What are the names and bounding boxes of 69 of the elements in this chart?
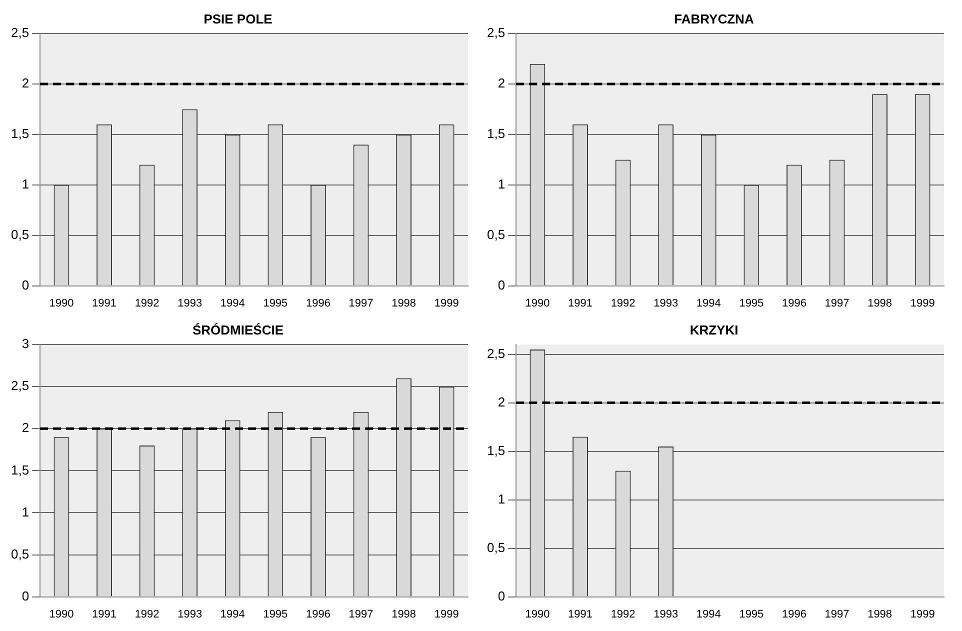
x-tick-label: 1999: [434, 297, 459, 310]
x-tick-label: 1996: [782, 297, 806, 310]
x-tick-label: 1991: [92, 297, 117, 310]
x-tick-label: 1994: [696, 297, 721, 310]
x-tick-label: 1995: [263, 297, 288, 310]
x-tick-label: 1998: [392, 297, 416, 310]
x-tick-label: 1995: [739, 297, 764, 310]
x-tick-label: 1998: [868, 608, 892, 620]
y-tick-label: 2,5: [10, 25, 30, 40]
y-tick-label: 1: [22, 504, 30, 520]
y-tick-label: 1,5: [10, 462, 30, 478]
y-tick-label: 0: [498, 277, 506, 292]
y-tick-label: 0,5: [10, 226, 30, 242]
y-tick-label: 1,5: [486, 442, 506, 458]
y-tick-label: 0: [498, 588, 506, 604]
x-tick-label: 1991: [568, 608, 593, 620]
x-tick-label: 1996: [782, 608, 806, 620]
y-tick-label: 1: [498, 491, 506, 506]
y-tick-label: 1: [498, 176, 506, 192]
x-tick-label: 1991: [92, 608, 117, 620]
chart-title: KRZYKI: [690, 322, 738, 338]
x-tick-label: 1998: [392, 608, 416, 620]
x-tick-label: 1992: [610, 608, 636, 620]
x-tick-label: 1994: [220, 297, 245, 310]
x-tick-label: 1992: [134, 608, 160, 620]
x-tick-label: 1999: [910, 297, 935, 310]
x-tick-label: 1997: [348, 297, 374, 310]
y-tick-label: 0,5: [486, 540, 506, 555]
chart-title: ŚRÓDMIEŚCIE: [192, 322, 284, 338]
x-tick-label: 1996: [306, 608, 330, 620]
x-tick-label: 1992: [134, 297, 160, 310]
x-tick-label: 1990: [49, 297, 74, 310]
chart-title: FABRYCZNA: [674, 11, 754, 26]
x-tick-label: 1998: [868, 297, 892, 310]
x-tick-label: 1999: [434, 608, 459, 620]
y-tick-label: 3: [22, 336, 30, 352]
x-tick-label: 1990: [49, 608, 74, 620]
x-tick-label: 1997: [824, 297, 850, 310]
x-tick-label: 1990: [525, 297, 550, 310]
x-tick-label: 1993: [178, 297, 202, 310]
y-tick-label: 0,5: [486, 226, 506, 242]
x-tick-label: 1999: [910, 608, 935, 620]
y-tick-label: 2,5: [486, 346, 506, 361]
y-tick-label: 1: [22, 176, 30, 192]
x-tick-label: 1990: [525, 608, 550, 620]
x-tick-label: 1995: [739, 608, 764, 620]
y-tick-label: 1,5: [486, 126, 506, 142]
chart-title: PSIE POLE: [204, 11, 273, 26]
x-tick-label: 1996: [306, 297, 330, 310]
y-tick-label: 0: [22, 588, 30, 604]
x-tick-label: 1997: [348, 608, 374, 620]
x-tick-label: 1993: [654, 297, 678, 310]
y-tick-label: 0,5: [10, 546, 30, 562]
x-tick-label: 1992: [610, 297, 636, 310]
y-tick-label: 2,5: [10, 378, 30, 394]
y-tick-label: 2: [498, 76, 506, 91]
x-tick-label: 1997: [824, 608, 850, 620]
y-tick-label: 2,5: [486, 25, 506, 40]
x-tick-label: 1991: [568, 297, 593, 310]
x-tick-label: 1994: [220, 608, 245, 620]
y-tick-label: 2: [22, 76, 30, 91]
x-tick-label: 1995: [263, 608, 288, 620]
y-tick-label: 2: [498, 394, 506, 410]
y-tick-label: 2: [22, 420, 30, 436]
x-tick-label: 1993: [654, 608, 678, 620]
y-tick-label: 1,5: [10, 126, 30, 142]
x-tick-label: 1994: [696, 608, 721, 620]
x-tick-label: 1993: [178, 608, 202, 620]
y-tick-label: 0: [22, 277, 30, 292]
